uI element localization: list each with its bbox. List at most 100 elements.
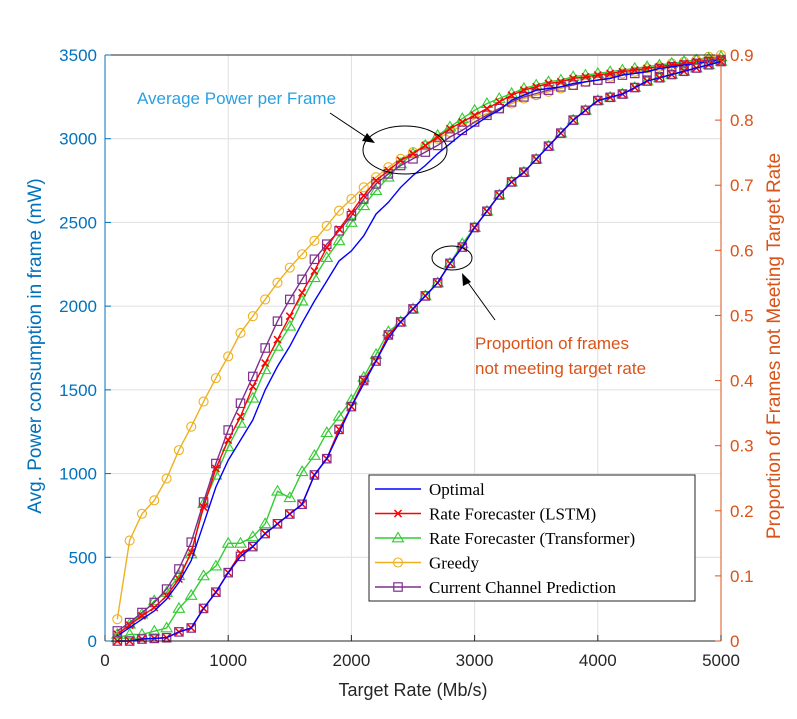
- marker-circle: [334, 205, 345, 216]
- legend-item-current-channel-prediction: Current Channel Prediction: [375, 578, 616, 597]
- marker-square: [691, 63, 702, 73]
- marker-x: [162, 591, 171, 600]
- marker-square: [445, 258, 455, 269]
- marker-square: [174, 627, 184, 637]
- marker-square: [395, 317, 406, 327]
- marker-circle: [198, 396, 209, 407]
- marker-circle: [235, 327, 246, 338]
- marker-square: [272, 316, 283, 327]
- marker-triangle: [246, 391, 260, 403]
- marker-triangle: [209, 559, 223, 571]
- marker-square: [248, 541, 258, 552]
- legend: Optimal Rate Forecaster (LSTM) Rate Foreca…: [368, 474, 696, 602]
- marker-triangle: [221, 536, 235, 548]
- left-y-tick-label: 0: [88, 632, 97, 651]
- series-layer: [110, 49, 728, 646]
- right-y-tick-label: 0.5: [730, 306, 754, 325]
- left-y-tick-label: 2500: [59, 213, 97, 232]
- marker-x: [125, 621, 134, 630]
- marker-triangle: [418, 138, 432, 150]
- marker-x: [224, 436, 233, 445]
- marker-triangle: [184, 588, 198, 600]
- marker-circle: [210, 373, 221, 384]
- marker-square: [617, 89, 628, 99]
- marker-square: [321, 453, 332, 464]
- marker-square: [260, 528, 270, 539]
- marker-x: [433, 133, 442, 142]
- marker-x: [372, 176, 381, 185]
- right-y-tick-label: 0.7: [730, 176, 754, 195]
- marker-square: [543, 85, 554, 95]
- marker-square: [186, 537, 197, 548]
- marker-triangle: [320, 426, 334, 438]
- marker-triangle: [283, 319, 297, 331]
- legend-label: Greedy: [429, 554, 480, 573]
- annotation-proportion-line1: Proportion of frames: [475, 334, 629, 353]
- marker-x: [236, 549, 245, 558]
- legend-label: Rate Forecaster (Transformer): [429, 529, 635, 548]
- marker-x: [581, 72, 590, 81]
- marker-x: [298, 288, 307, 297]
- annotation-power-ellipse: [362, 125, 448, 175]
- right-y-tick-label: 0.2: [730, 502, 754, 521]
- right-y-tick-label: 0.4: [730, 372, 754, 391]
- marker-square: [408, 304, 418, 314]
- marker-circle: [321, 220, 332, 231]
- marker-x: [421, 141, 430, 150]
- left-y-tick-label: 500: [69, 548, 97, 567]
- marker-x: [248, 382, 257, 391]
- left-y-tick-label: 2000: [59, 297, 97, 316]
- marker-triangle: [307, 448, 321, 460]
- x-tick-label: 3000: [456, 651, 494, 670]
- annotation-power-arrowhead: [362, 133, 375, 143]
- marker-square: [580, 105, 591, 116]
- series-line: [116, 57, 722, 635]
- marker-x: [556, 77, 565, 86]
- marker-square: [556, 128, 566, 138]
- marker-circle: [149, 495, 160, 506]
- marker-x: [347, 208, 356, 217]
- marker-x: [335, 225, 344, 234]
- marker-triangle: [320, 251, 334, 262]
- legend-item-rate-forecaster-transformer: Rate Forecaster (Transformer): [375, 529, 635, 548]
- marker-square: [679, 66, 689, 77]
- marker-circle: [124, 535, 135, 546]
- x-tick-label: 4000: [579, 651, 617, 670]
- marker-square: [186, 623, 197, 633]
- marker-square: [334, 226, 344, 236]
- legend-item-rate-forecaster-lstm: Rate Forecaster (LSTM): [375, 505, 596, 524]
- marker-triangle: [295, 294, 309, 306]
- marker-triangle: [391, 531, 405, 543]
- axes: [104, 54, 722, 642]
- marker-x: [470, 111, 479, 120]
- left-y-tick-label: 3000: [59, 130, 97, 149]
- marker-circle: [247, 311, 258, 322]
- marker-circle: [112, 614, 123, 625]
- marker-triangle: [332, 409, 346, 421]
- x-tick-label: 5000: [702, 651, 740, 670]
- legend-item-greedy: Greedy: [375, 554, 480, 573]
- marker-triangle: [283, 491, 297, 503]
- series-rate-forecaster-lstm-left: [113, 54, 726, 639]
- legend-label: Rate Forecaster (LSTM): [429, 505, 596, 524]
- annotation-proportion-ellipse: [431, 245, 473, 271]
- marker-triangle: [246, 530, 260, 542]
- marker-square: [393, 582, 403, 592]
- marker-triangle: [295, 465, 309, 477]
- marker-square: [531, 88, 541, 99]
- marker-x: [495, 97, 504, 106]
- marker-square: [494, 103, 505, 114]
- marker-x: [199, 503, 208, 512]
- left-y-tick-label: 1500: [59, 381, 97, 400]
- right-y-tick-label: 0.8: [730, 111, 754, 130]
- marker-triangle: [147, 624, 161, 636]
- marker-circle: [392, 557, 404, 568]
- marker-x: [384, 330, 393, 340]
- marker-triangle: [123, 627, 137, 639]
- marker-circle: [223, 351, 234, 362]
- marker-x: [174, 575, 183, 584]
- tick-labels: 0 1000 2000 3000 4000 50000500100015002000250…: [59, 46, 753, 670]
- marker-x: [211, 464, 220, 473]
- marker-triangle: [271, 484, 284, 496]
- marker-triangle: [344, 215, 358, 227]
